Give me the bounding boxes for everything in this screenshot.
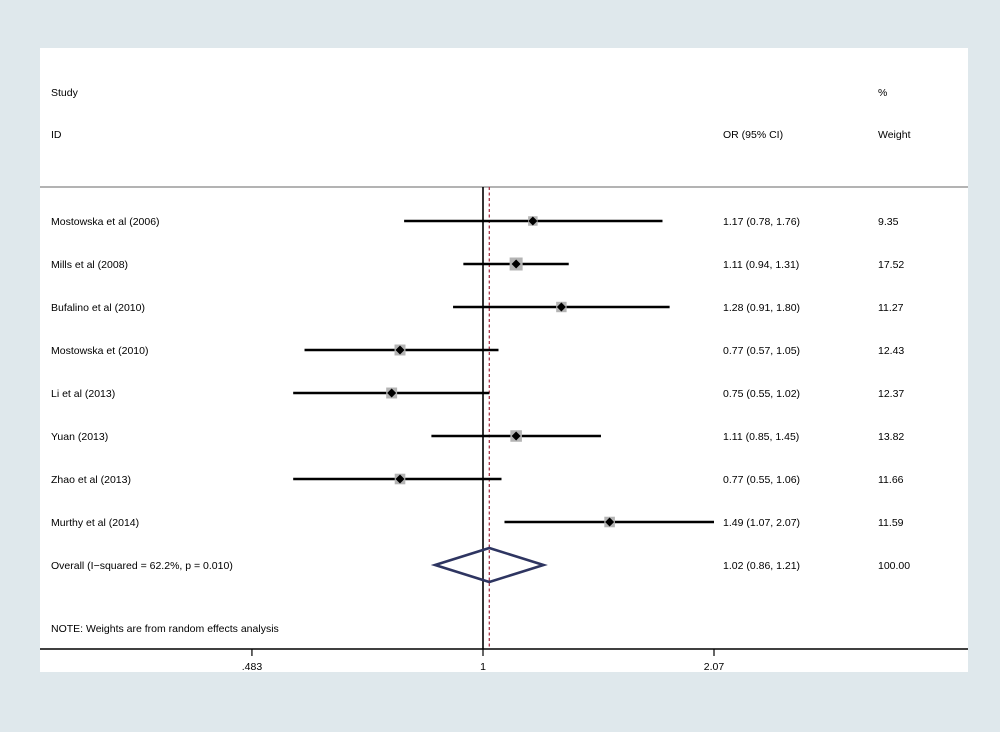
or-ci-text: 1.17 (0.78, 1.76) [723,216,800,228]
overall-diamond [430,546,548,584]
weight-text: 13.82 [878,431,904,443]
weight-text: 12.43 [878,345,904,357]
point-estimate [511,431,521,441]
study-label: Bufalino et al (2010) [51,302,145,314]
overall-or-ci-text: 1.02 (0.86, 1.21) [723,560,800,572]
study-header: Study [51,87,79,99]
weight-header: Weight [878,129,911,141]
weight-text: 12.37 [878,388,904,400]
id-header: ID [51,129,62,141]
point-estimate [511,259,521,269]
overall-label: Overall (I−squared = 62.2%, p = 0.010) [51,560,233,572]
point-estimate [395,474,405,484]
point-estimate [556,302,566,312]
weight-percent-header: % [878,87,887,99]
or-header: OR (95% CI) [723,129,783,141]
or-ci-text: 1.49 (1.07, 2.07) [723,517,800,529]
study-label: Mills et al (2008) [51,259,128,271]
weight-text: 9.35 [878,216,899,228]
weight-text: 11.27 [878,302,904,314]
weight-text: 11.66 [878,474,904,486]
study-label: Yuan (2013) [51,431,108,443]
study-label: Li et al (2013) [51,388,115,400]
study-label: Mostowska et (2010) [51,345,148,357]
or-ci-text: 0.77 (0.55, 1.06) [723,474,800,486]
point-estimate [387,388,397,398]
study-label: Zhao et al (2013) [51,474,131,486]
x-tick-label: 1 [480,661,486,673]
or-ci-text: 0.77 (0.57, 1.05) [723,345,800,357]
study-label: Mostowska et al (2006) [51,216,160,228]
point-estimate [395,345,405,355]
x-tick-label: .483 [242,661,263,673]
weight-text: 17.52 [878,259,904,271]
point-estimate [605,517,615,527]
or-ci-text: 1.28 (0.91, 1.80) [723,302,800,314]
weight-text: 11.59 [878,517,904,529]
point-estimate [528,216,538,226]
note-text: NOTE: Weights are from random effects an… [51,623,279,635]
x-tick-label: 2.07 [704,661,725,673]
plot-panel [40,48,968,672]
overall-weight-text: 100.00 [878,560,910,572]
or-ci-text: 1.11 (0.85, 1.45) [723,431,799,443]
or-ci-text: 1.11 (0.94, 1.31) [723,259,799,271]
study-label: Murthy et al (2014) [51,517,139,529]
or-ci-text: 0.75 (0.55, 1.02) [723,388,800,400]
